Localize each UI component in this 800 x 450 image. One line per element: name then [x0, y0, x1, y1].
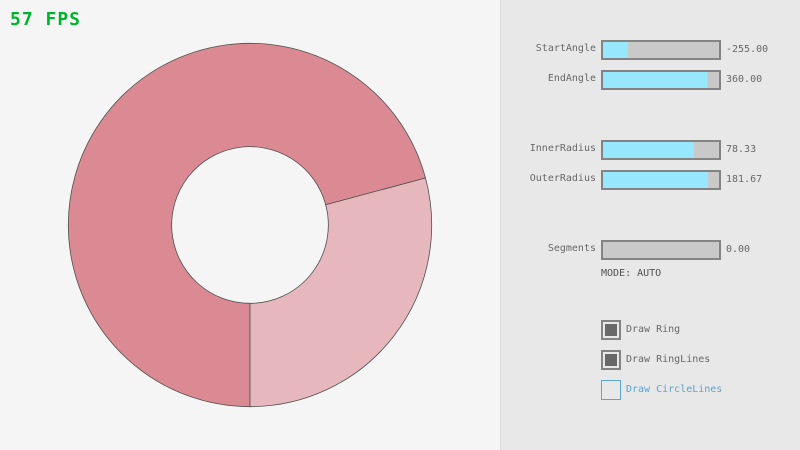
start-angle-value: -255.00: [726, 44, 769, 55]
ring-canvas: [67, 42, 433, 408]
check-mark: [605, 324, 617, 336]
slider-fill: [603, 72, 708, 88]
ring-segment-secondary: [249, 177, 433, 408]
draw-ring-lines-checkbox[interactable]: [601, 350, 621, 370]
draw-ring-checkbox[interactable]: [601, 320, 621, 340]
outer-radius-slider[interactable]: [601, 170, 721, 190]
segments-row: Segments 0.00: [501, 240, 800, 260]
outer-radius-value: 181.67: [726, 174, 763, 185]
draw-circle-lines-label[interactable]: Draw CircleLines: [626, 384, 723, 395]
inner-radius-slider[interactable]: [601, 140, 721, 160]
inner-radius-label: InnerRadius: [529, 143, 596, 154]
slider-fill: [603, 42, 629, 58]
inner-radius-row: InnerRadius 78.33: [501, 140, 800, 160]
start-angle-row: StartAngle -255.00: [501, 40, 800, 60]
fps-counter: 57 FPS: [10, 9, 82, 30]
start-angle-label: StartAngle: [535, 43, 596, 54]
start-angle-slider[interactable]: [601, 40, 721, 60]
outer-radius-row: OuterRadius 181.67: [501, 170, 800, 190]
mode-label: MODE: AUTO: [601, 268, 662, 279]
check-mark: [605, 354, 617, 366]
end-angle-value: 360.00: [726, 74, 763, 85]
end-angle-row: EndAngle 360.00: [501, 70, 800, 90]
segments-value: 0.00: [726, 244, 751, 255]
end-angle-slider[interactable]: [601, 70, 721, 90]
ring-segment-main: [67, 42, 426, 408]
slider-fill: [603, 142, 694, 158]
draw-ring-lines-label[interactable]: Draw RingLines: [626, 354, 711, 365]
end-angle-label: EndAngle: [547, 73, 596, 84]
segments-label: Segments: [547, 243, 596, 254]
controls-panel: StartAngle -255.00 EndAngle 360.00 Inner…: [500, 0, 800, 450]
draw-ring-label[interactable]: Draw Ring: [626, 324, 681, 335]
draw-circle-lines-checkbox[interactable]: [601, 380, 621, 400]
slider-fill: [603, 172, 709, 188]
inner-radius-value: 78.33: [726, 144, 757, 155]
outer-radius-label: OuterRadius: [529, 173, 596, 184]
segments-slider[interactable]: [601, 240, 721, 260]
